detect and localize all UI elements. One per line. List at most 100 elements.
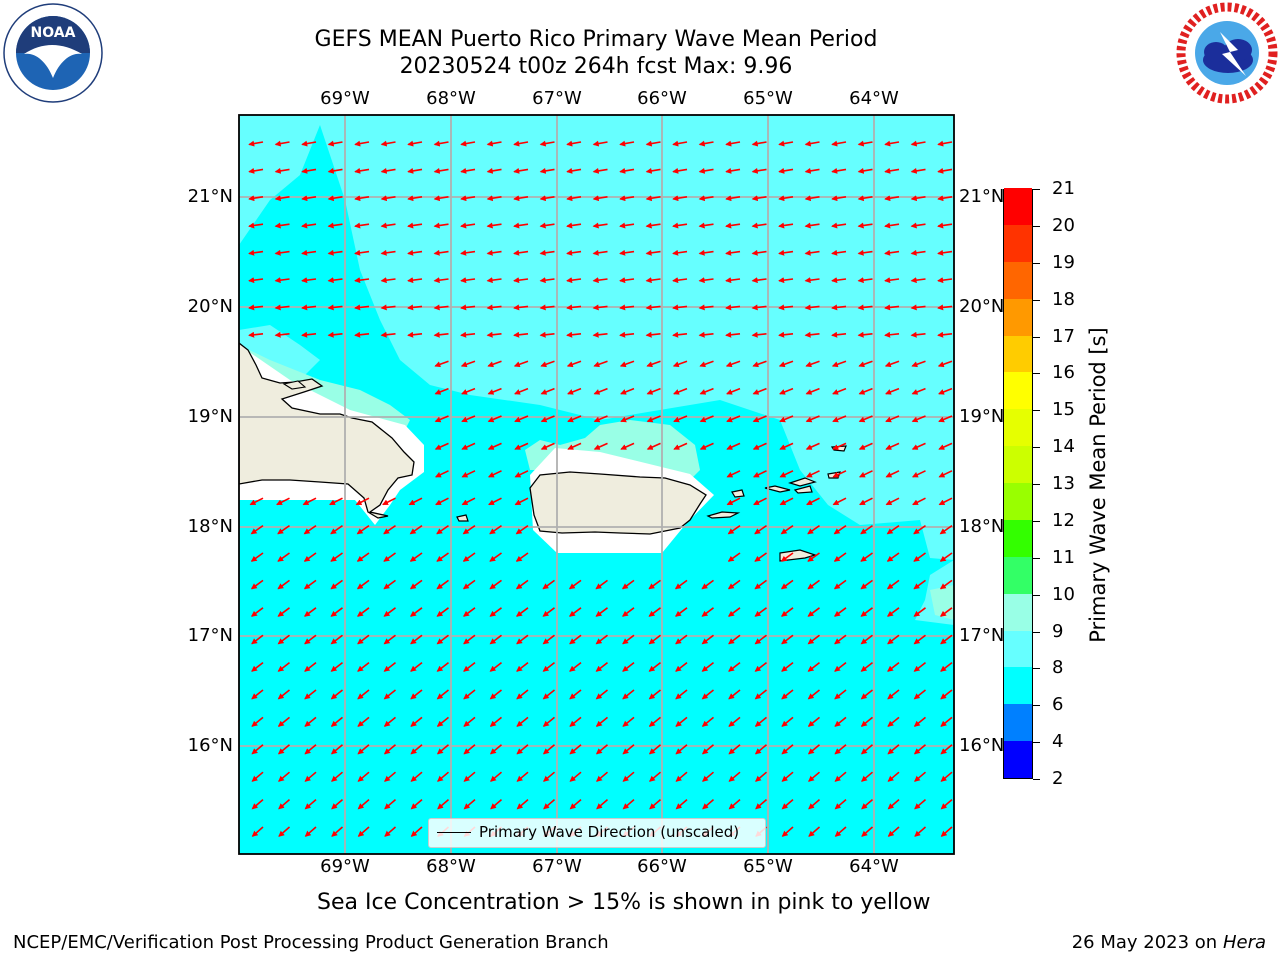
wave-direction-arrow [804,222,820,229]
wave-direction-arrow [250,579,264,590]
lon-label-bottom: 66°W [637,856,687,877]
wave-direction-arrow [357,689,370,700]
wave-direction-arrow [858,470,873,478]
period-9-10-region-hisp [239,345,410,430]
wave-direction-arrow [489,716,503,727]
wave-direction-arrow [327,140,343,147]
wave-direction-arrow [304,716,317,727]
wave-direction-arrow [751,195,767,202]
wave-direction-arrow [489,634,502,645]
wave-direction-arrow [513,222,529,229]
wave-direction-arrow [274,222,290,229]
date-text: 26 May 2023 on [1071,932,1218,953]
wave-direction-arrow [540,360,555,368]
wave-direction-arrow [461,442,476,450]
wave-direction-arrow [434,360,449,368]
wave-direction-arrow [753,497,767,506]
lon-label-top: 68°W [426,88,476,109]
wave-direction-arrow [807,744,821,755]
wave-direction-arrow [248,222,264,229]
wave-direction-arrow [486,331,502,338]
wave-direction-arrow [251,634,264,645]
wave-direction-arrow [486,222,502,229]
wave-direction-arrow [831,304,847,311]
colorbar-segment [1004,371,1032,410]
wave-direction-arrow [754,744,768,755]
colorbar-segment [1004,630,1032,668]
wave-direction-arrow [645,195,661,202]
wave-direction-arrow [939,607,953,617]
wave-direction-arrow [911,387,926,395]
wave-direction-arrow [490,798,503,810]
wave-direction-arrow [619,331,635,338]
colorbar-tick [1033,336,1040,338]
wave-direction-arrow [327,222,343,229]
wave-direction-arrow [701,689,714,700]
wave-direction-arrow [274,167,290,174]
colorbar-segment [1004,408,1032,447]
wave-direction-arrow [805,387,820,395]
wave-direction-arrow [778,277,794,284]
colorbar-tick-label: 16 [1052,362,1075,384]
wave-direction-arrow [461,497,476,506]
lat-label-right: 17°N [959,625,1005,646]
wave-direction-arrow [460,360,476,368]
wave-direction-arrow [727,579,741,590]
wave-direction-arrow [592,331,608,338]
wave-direction-arrow [620,415,635,423]
wave-direction-arrow [434,442,449,450]
wave-direction-arrow [407,222,423,229]
wave-direction-arrow [937,249,953,256]
wave-direction-arrow [884,331,900,338]
wave-direction-arrow [514,497,529,506]
colorbar-tick-label: 2 [1052,768,1064,789]
wave-direction-arrow [620,442,635,450]
wave-direction-arrow [330,552,343,562]
lon-label-top: 65°W [743,88,793,109]
wave-direction-arrow [357,661,370,672]
wave-direction-arrow [569,716,582,727]
wave-direction-arrow [861,798,874,810]
wave-direction-arrow [939,579,953,590]
wave-direction-arrow [726,387,741,395]
wave-direction-arrow [937,277,953,284]
wave-direction-arrow [436,579,449,590]
wave-direction-arrow [331,826,344,837]
colorbar-tick [1033,447,1040,449]
wave-direction-arrow [462,579,476,590]
wave-direction-arrow [940,826,953,837]
wave-direction-arrow [779,415,794,423]
mona-island [456,514,469,522]
wave-direction-arrow [436,689,449,700]
wave-direction-arrow [754,579,767,590]
colorbar-tick-label: 21 [1052,178,1075,199]
wave-direction-arrow [619,277,635,284]
wave-direction-arrow [914,798,927,810]
wave-direction-arrow [780,579,794,590]
wave-direction-arrow [274,249,290,256]
wave-direction-arrow [832,470,847,478]
lat-label-left: 21°N [187,186,233,207]
wave-direction-arrow [514,470,529,478]
wave-direction-arrow [834,771,847,782]
wave-direction-arrow [940,661,953,672]
wave-direction-arrow [937,140,953,147]
wave-direction-arrow [542,689,555,700]
wave-direction-arrow [885,497,900,506]
wave-direction-arrow [462,524,476,535]
wave-direction-arrow [566,331,582,338]
lat-label-left: 19°N [187,406,233,427]
wave-direction-arrow [913,524,926,535]
wave-direction-arrow [301,222,317,229]
wave-direction-arrow [751,140,767,147]
wave-direction-arrow [410,661,423,672]
wave-direction-arrow [569,634,582,645]
wave-direction-arrow [857,167,873,174]
wave-direction-arrow [832,497,847,506]
wave-direction-arrow [648,689,661,700]
wave-direction-arrow [857,222,873,229]
wave-direction-arrow [751,167,767,174]
wave-direction-arrow [486,304,502,311]
wave-direction-arrow [489,524,502,535]
wave-direction-arrow [752,360,767,368]
